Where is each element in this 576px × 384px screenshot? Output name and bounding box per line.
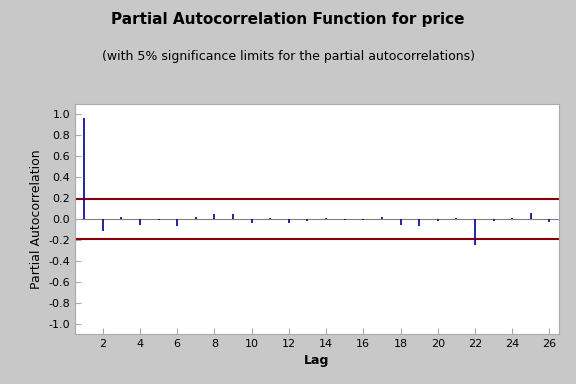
X-axis label: Lag: Lag: [304, 354, 329, 367]
Y-axis label: Partial Autocorrelation: Partial Autocorrelation: [30, 149, 43, 289]
Text: (with 5% significance limits for the partial autocorrelations): (with 5% significance limits for the par…: [101, 50, 475, 63]
Text: Partial Autocorrelation Function for price: Partial Autocorrelation Function for pri…: [111, 12, 465, 26]
